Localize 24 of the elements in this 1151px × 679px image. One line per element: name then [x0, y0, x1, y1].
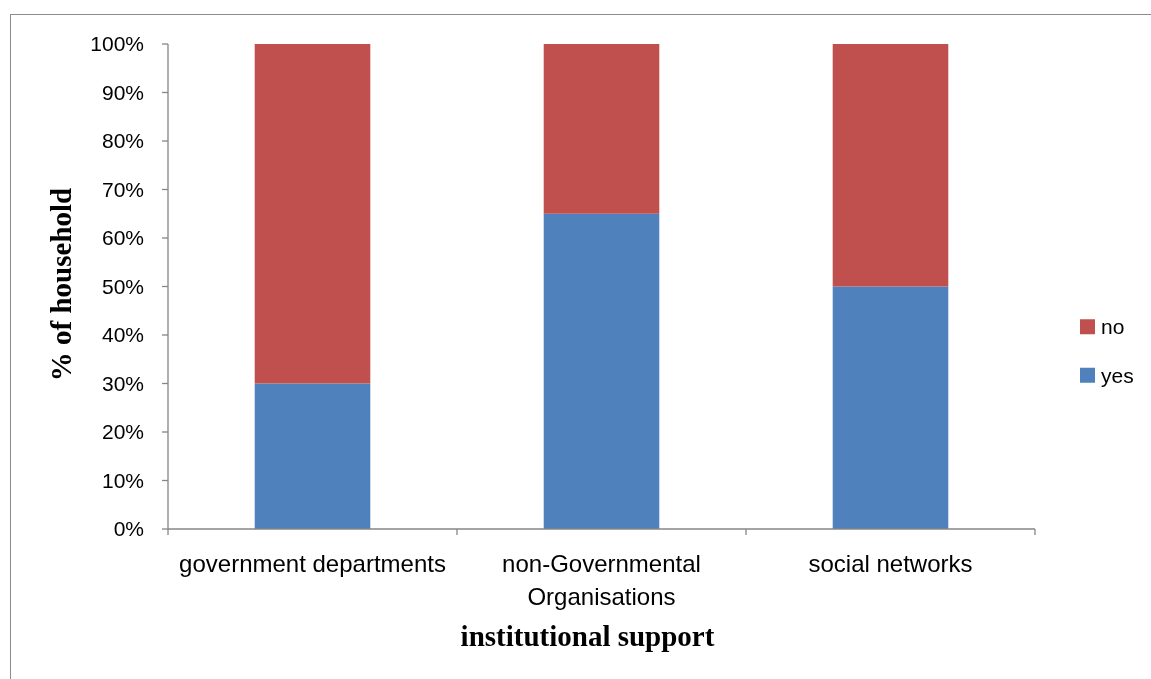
y-tick-label: 80% — [101, 129, 144, 153]
x-tick-label: non-Governmental Organisations — [502, 550, 701, 610]
y-axis-title: % of household — [45, 187, 77, 382]
x-axis-title: institutional support — [460, 620, 715, 652]
bar — [254, 383, 371, 529]
y-tick-label: 0% — [113, 517, 144, 541]
y-tick-label: 20% — [101, 420, 144, 444]
bar — [832, 286, 949, 529]
bar — [543, 44, 660, 214]
y-tick-label: 30% — [101, 371, 144, 395]
legend-label: yes — [1101, 363, 1134, 387]
y-tick-label: 90% — [101, 80, 144, 104]
bar — [832, 44, 949, 287]
x-tick-label: government departments — [179, 550, 446, 577]
bar — [543, 213, 660, 529]
y-tick-label: 60% — [101, 226, 144, 250]
y-tick-label: 50% — [101, 274, 144, 298]
x-tick-label: social networks — [808, 550, 973, 577]
y-tick-label: 10% — [101, 468, 144, 492]
legend-label: no — [1101, 315, 1125, 339]
y-tick-label: 40% — [101, 323, 144, 347]
y-tick-label: 70% — [101, 177, 144, 201]
y-tick-label: 100% — [90, 32, 144, 56]
bar — [254, 44, 371, 384]
